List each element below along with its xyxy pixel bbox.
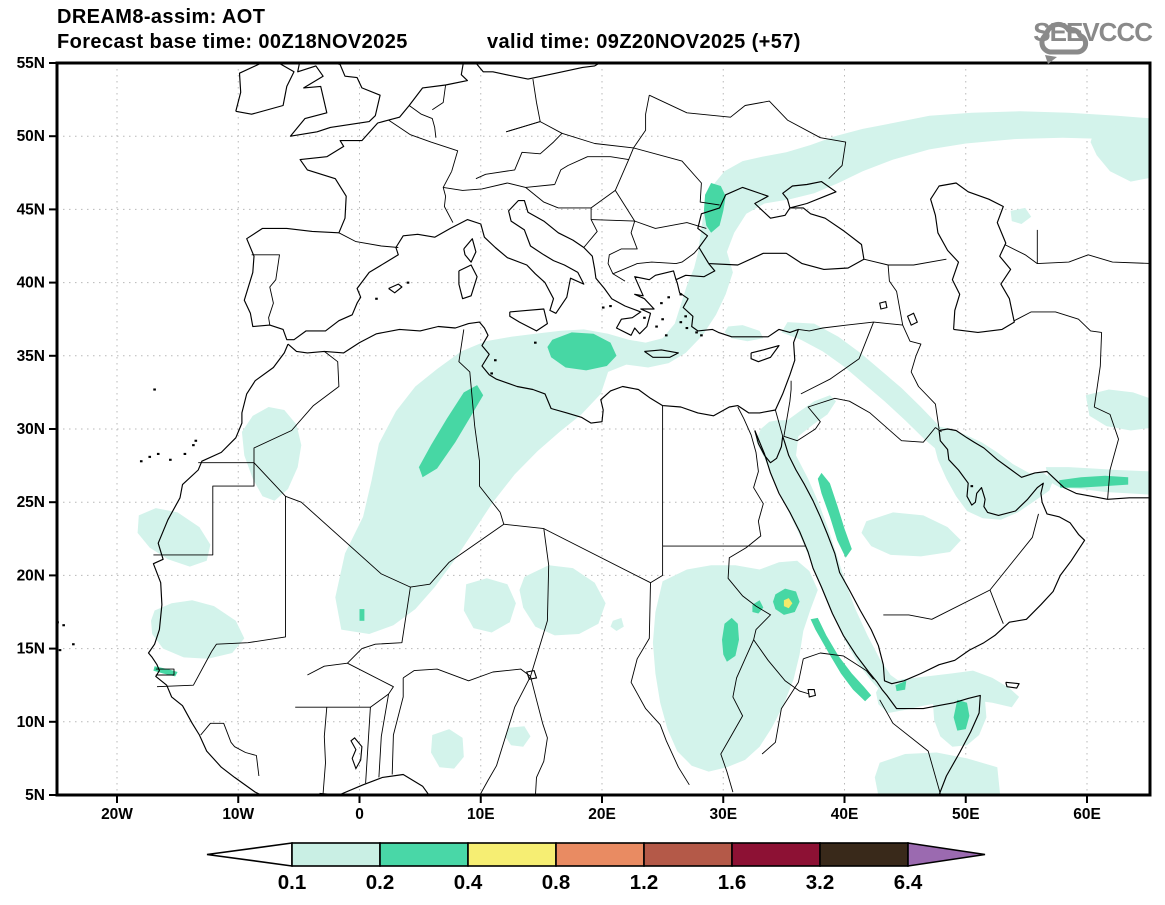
cloud-icon bbox=[1039, 21, 1089, 64]
svg-text:30E: 30E bbox=[709, 806, 737, 823]
svg-text:50N: 50N bbox=[17, 128, 45, 145]
svg-text:20N: 20N bbox=[17, 567, 45, 584]
aot-fill-01 bbox=[137, 111, 1150, 795]
svg-text:0.2: 0.2 bbox=[366, 871, 395, 894]
axis-ticks bbox=[49, 62, 1088, 803]
svg-text:3.2: 3.2 bbox=[806, 871, 835, 894]
svg-text:45N: 45N bbox=[17, 201, 45, 218]
svg-text:15N: 15N bbox=[17, 641, 45, 658]
svg-text:0.4: 0.4 bbox=[454, 871, 483, 894]
forecast-base-time: Forecast base time: 00Z18NOV2025 bbox=[57, 31, 408, 53]
lakes bbox=[350, 300, 919, 770]
map-layers bbox=[57, 63, 1150, 795]
svg-text:50E: 50E bbox=[952, 806, 980, 823]
svg-text:1.2: 1.2 bbox=[630, 871, 659, 894]
product-title: DREAM8-assim: AOT bbox=[57, 6, 266, 28]
svg-text:35N: 35N bbox=[17, 348, 45, 365]
small-islands bbox=[57, 281, 974, 652]
colorbar-overflow-arrow bbox=[907, 842, 986, 867]
svg-text:0.8: 0.8 bbox=[542, 871, 571, 894]
aot-fill-04 bbox=[783, 598, 793, 609]
country-borders bbox=[153, 79, 1150, 795]
svg-text:1.6: 1.6 bbox=[718, 871, 747, 894]
svg-text:5N: 5N bbox=[25, 787, 45, 804]
svg-text:10W: 10W bbox=[222, 806, 254, 823]
forecast-valid-time: valid time: 09Z20NOV2025 (+57) bbox=[487, 31, 801, 53]
svg-text:0: 0 bbox=[355, 806, 364, 823]
svg-text:20E: 20E bbox=[588, 806, 616, 823]
coastlines bbox=[147, 63, 1150, 795]
seevccc-logo: SEEVCCC bbox=[1033, 17, 1153, 64]
lat-axis-labels: 55N 50N 45N 40N 35N 30N 25N 20N 15N 10N 5N bbox=[17, 55, 45, 804]
svg-text:30N: 30N bbox=[17, 421, 45, 438]
rivers bbox=[720, 406, 810, 793]
svg-text:25N: 25N bbox=[17, 494, 45, 511]
colorbar-labels: 0.1 0.2 0.4 0.8 1.2 1.6 3.2 6.4 bbox=[278, 871, 923, 894]
svg-text:10E: 10E bbox=[467, 806, 495, 823]
colorbar-underflow-arrow bbox=[206, 842, 293, 867]
lon-axis-labels: 20W 10W 0 10E 20E 30E 40E 50E 60E bbox=[101, 806, 1101, 823]
svg-text:20W: 20W bbox=[101, 806, 133, 823]
aot-fill-02 bbox=[153, 183, 1129, 731]
svg-text:55N: 55N bbox=[17, 55, 45, 72]
svg-text:40N: 40N bbox=[17, 275, 45, 292]
svg-text:6.4: 6.4 bbox=[894, 871, 923, 894]
svg-text:60E: 60E bbox=[1073, 806, 1101, 823]
svg-text:10N: 10N bbox=[17, 714, 45, 731]
colorbar-cells bbox=[206, 842, 986, 867]
svg-text:0.1: 0.1 bbox=[278, 871, 307, 894]
logo-text: SEEVCCC bbox=[1033, 17, 1153, 47]
svg-text:40E: 40E bbox=[831, 806, 859, 823]
